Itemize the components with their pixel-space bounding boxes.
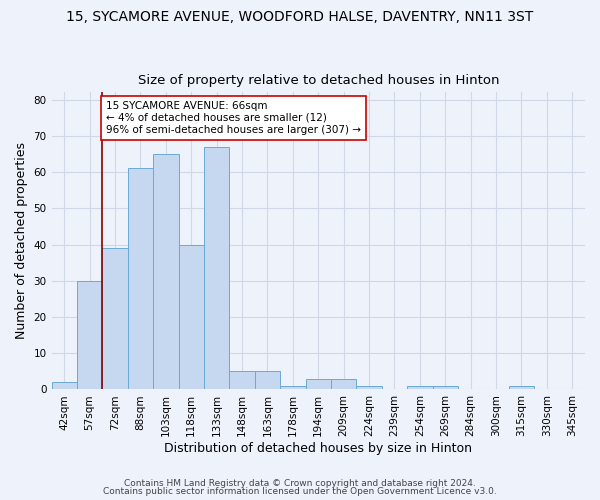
Bar [153, 154, 179, 390]
Bar [229, 372, 255, 390]
Text: 15 SYCAMORE AVENUE: 66sqm
← 4% of detached houses are smaller (12)
96% of semi-d: 15 SYCAMORE AVENUE: 66sqm ← 4% of detach… [106, 102, 361, 134]
Text: Contains HM Land Registry data © Crown copyright and database right 2024.: Contains HM Land Registry data © Crown c… [124, 478, 476, 488]
Bar [280, 386, 305, 390]
Bar [356, 386, 382, 390]
Bar [407, 386, 433, 390]
Text: 15, SYCAMORE AVENUE, WOODFORD HALSE, DAVENTRY, NN11 3ST: 15, SYCAMORE AVENUE, WOODFORD HALSE, DAV… [67, 10, 533, 24]
Bar [103, 248, 128, 390]
Bar [331, 378, 356, 390]
Bar [52, 382, 77, 390]
X-axis label: Distribution of detached houses by size in Hinton: Distribution of detached houses by size … [164, 442, 472, 455]
Title: Size of property relative to detached houses in Hinton: Size of property relative to detached ho… [137, 74, 499, 87]
Bar [509, 386, 534, 390]
Text: Contains public sector information licensed under the Open Government Licence v3: Contains public sector information licen… [103, 487, 497, 496]
Bar [305, 378, 331, 390]
Y-axis label: Number of detached properties: Number of detached properties [15, 142, 28, 340]
Bar [179, 244, 204, 390]
Bar [255, 372, 280, 390]
Bar [77, 281, 103, 390]
Bar [204, 146, 229, 390]
Bar [128, 168, 153, 390]
Bar [433, 386, 458, 390]
